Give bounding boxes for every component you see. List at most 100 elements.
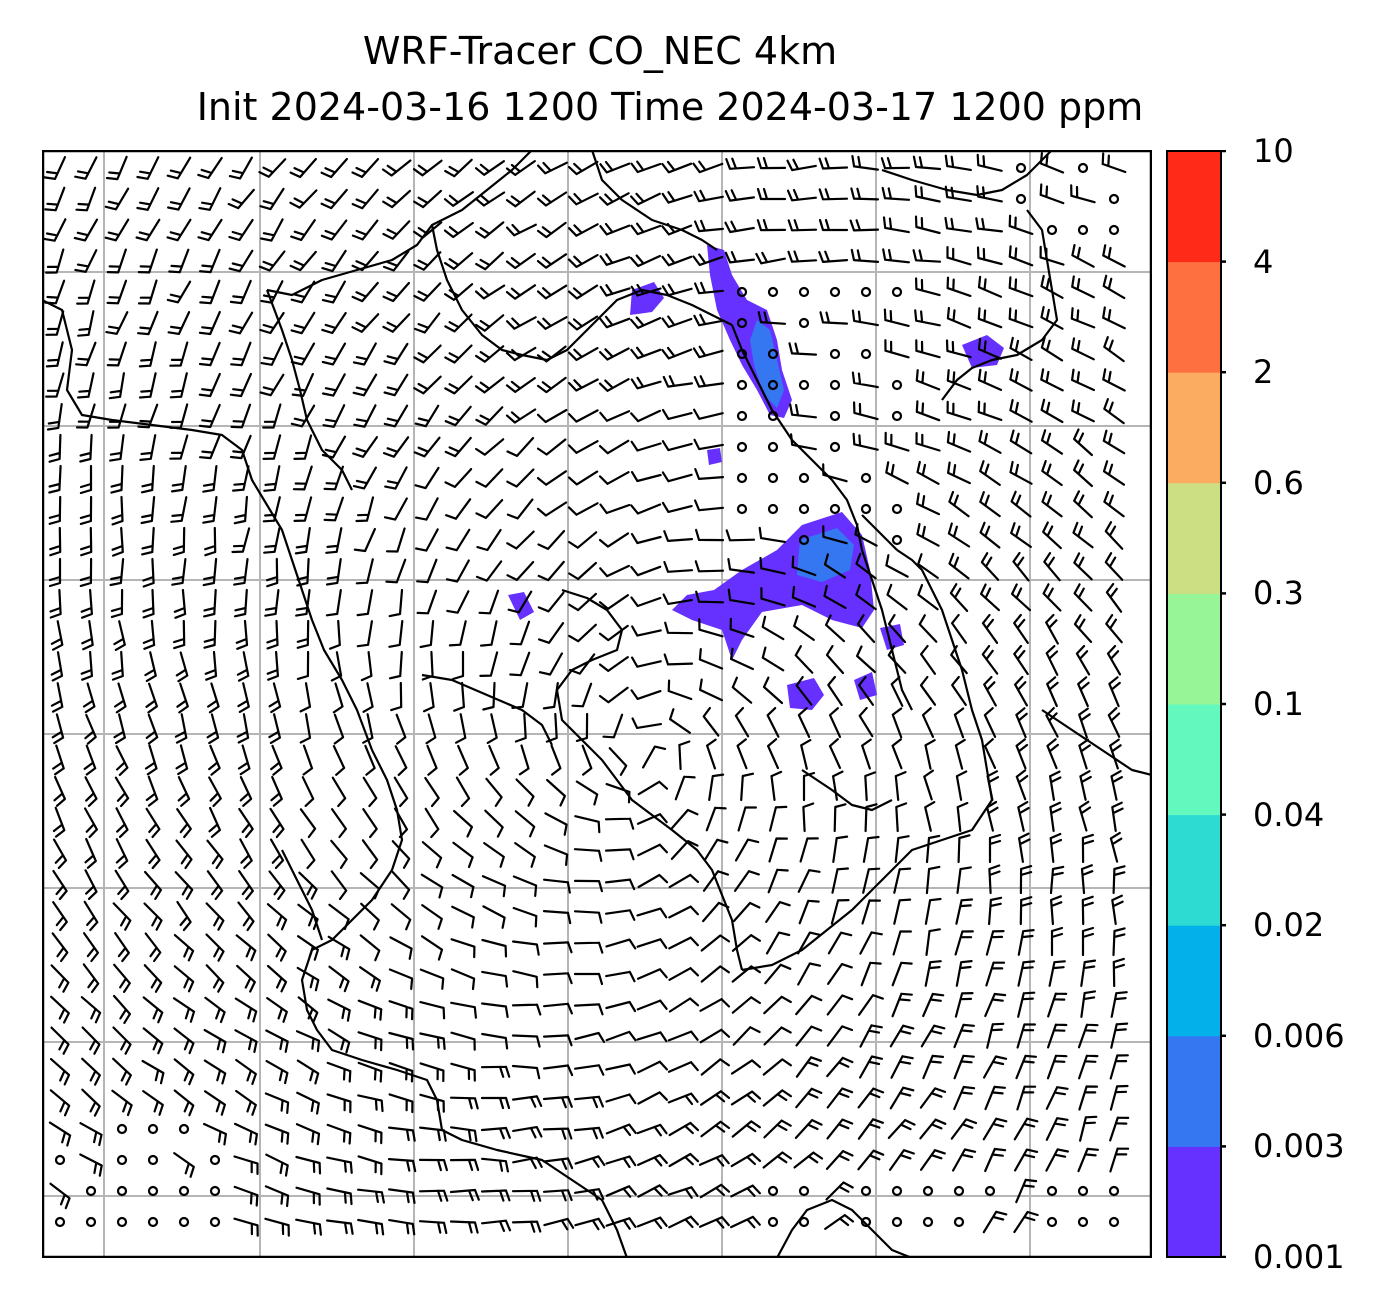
wind-barb (1104, 521, 1124, 550)
wind-barb (388, 1093, 414, 1114)
wind-barb (264, 1217, 290, 1237)
wind-barb (475, 560, 503, 582)
wind-barb (795, 994, 823, 1016)
wind-barb (1073, 428, 1093, 457)
wind-barb (852, 432, 879, 451)
wind-barb (481, 938, 508, 958)
wind-barb (356, 589, 374, 617)
calm-marker (860, 503, 872, 515)
wind-barb (206, 870, 224, 901)
wind-barb (1017, 991, 1036, 1018)
wind-barb (976, 153, 1003, 172)
wind-barb (850, 248, 880, 263)
wind-barb (763, 1119, 792, 1139)
wind-barb (198, 372, 221, 398)
wind-barb (1045, 1148, 1069, 1172)
calm-marker (1015, 162, 1027, 174)
wind-barb (857, 1087, 885, 1109)
wind-barb (450, 1001, 477, 1019)
wind-barb (1079, 1115, 1098, 1142)
wind-barb (198, 403, 221, 429)
wind-barb (826, 1025, 854, 1047)
wind-barb (1017, 960, 1035, 987)
colorbar-swatch (1167, 593, 1221, 705)
wind-barb (694, 499, 724, 512)
wind-barb (448, 620, 467, 647)
wind-barb (693, 189, 724, 203)
wind-barb (880, 157, 911, 170)
wind-barb (84, 837, 97, 869)
wind-barb (668, 967, 700, 981)
wind-barb (857, 1118, 884, 1140)
wind-barb (111, 495, 124, 526)
wind-barb (263, 527, 281, 554)
wind-barb (692, 253, 724, 266)
wind-barb (142, 557, 155, 588)
wind-barb (479, 651, 499, 677)
wind-barb (661, 471, 693, 483)
wind-barb (353, 527, 376, 553)
wind-barb (258, 158, 287, 178)
wind-barb (630, 689, 662, 700)
wind-barb (1016, 1023, 1036, 1049)
calm-marker (798, 1216, 810, 1228)
wind-barb (237, 682, 250, 713)
wind-barb (542, 1127, 573, 1140)
wind-barb (944, 154, 972, 171)
wind-barb (1109, 1147, 1130, 1173)
wind-barb (299, 682, 312, 713)
wind-barb (542, 1034, 573, 1047)
wind-barb (480, 1189, 511, 1202)
wind-barb (264, 1092, 290, 1114)
wind-barb (289, 250, 317, 272)
wind-barb (202, 557, 218, 587)
wind-barb (388, 588, 404, 618)
wind-barb (925, 928, 941, 956)
wind-barb (630, 533, 662, 545)
wind-barb (824, 1214, 855, 1230)
wind-barb (362, 808, 378, 839)
wind-barb (425, 713, 437, 745)
wind-barb (954, 930, 974, 956)
wind-barb (1045, 645, 1059, 676)
wind-barb (1041, 460, 1063, 487)
wind-barb (113, 620, 126, 651)
wind-barb (203, 1028, 227, 1054)
wind-barb (573, 1003, 604, 1016)
wind-barb (700, 1058, 730, 1076)
wind-barb (197, 156, 223, 180)
calm-marker (829, 379, 841, 391)
wind-barb (818, 188, 849, 201)
wind-barb (1078, 800, 1092, 832)
wind-barb (228, 311, 254, 335)
wind-barb (111, 1089, 133, 1117)
wind-barb (1040, 429, 1064, 455)
wind-barb (142, 1090, 164, 1116)
wind-barb (453, 809, 473, 838)
calm-marker (860, 348, 872, 360)
wind-barb (50, 1026, 70, 1055)
wind-barb (52, 806, 66, 838)
wind-barb (228, 249, 254, 273)
wind-barb (51, 932, 69, 963)
wind-barb (793, 615, 815, 641)
wind-barb (330, 870, 348, 901)
wind-barb (795, 675, 813, 706)
wind-barb (916, 460, 940, 485)
wind-barb (1050, 895, 1063, 926)
calm-marker (1108, 1216, 1120, 1228)
wind-barb (268, 713, 281, 744)
calm-marker (736, 410, 748, 422)
wind-barb (75, 341, 97, 367)
wind-barb (361, 839, 379, 870)
wind-barb (924, 801, 936, 832)
tracer-plume-west (630, 282, 664, 315)
wind-barb (230, 341, 252, 367)
wind-barb (449, 1220, 479, 1234)
wind-barb (203, 1122, 227, 1146)
wind-barb (637, 780, 669, 796)
wind-barb (794, 645, 814, 674)
wind-barb (264, 589, 280, 617)
calm-marker (922, 1216, 934, 1228)
wind-barb (356, 620, 373, 648)
